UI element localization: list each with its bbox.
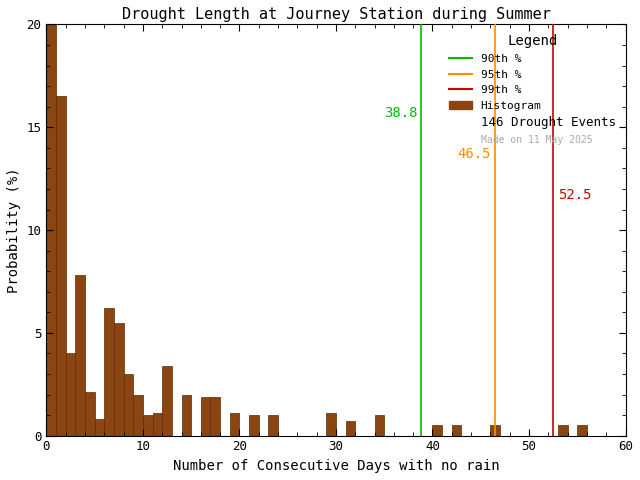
Bar xyxy=(577,425,587,436)
Text: 38.8: 38.8 xyxy=(385,106,418,120)
X-axis label: Number of Consecutive Days with no rain: Number of Consecutive Days with no rain xyxy=(173,459,499,473)
Bar xyxy=(182,395,191,436)
Bar xyxy=(346,421,355,436)
Bar xyxy=(326,413,336,436)
Bar xyxy=(452,425,461,436)
Bar xyxy=(433,425,442,436)
Legend: 90th %, 95th %, 99th %, Histogram, 146 Drought Events, Made on 11 May 2025: 90th %, 95th %, 99th %, Histogram, 146 D… xyxy=(445,30,620,149)
Y-axis label: Probability (%): Probability (%) xyxy=(7,167,21,293)
Bar xyxy=(230,413,239,436)
Bar xyxy=(124,374,133,436)
Bar xyxy=(133,395,143,436)
Bar xyxy=(558,425,568,436)
Bar xyxy=(201,396,211,436)
Bar xyxy=(66,353,76,436)
Bar xyxy=(490,425,500,436)
Bar xyxy=(211,396,220,436)
Bar xyxy=(114,323,124,436)
Bar xyxy=(95,419,104,436)
Text: 52.5: 52.5 xyxy=(558,188,591,202)
Text: 46.5: 46.5 xyxy=(457,147,490,161)
Bar xyxy=(85,393,95,436)
Bar xyxy=(76,276,85,436)
Bar xyxy=(46,24,56,436)
Bar xyxy=(162,366,172,436)
Bar xyxy=(152,413,162,436)
Bar xyxy=(268,415,278,436)
Bar xyxy=(56,96,66,436)
Bar xyxy=(143,415,152,436)
Bar xyxy=(249,415,259,436)
Title: Drought Length at Journey Station during Summer: Drought Length at Journey Station during… xyxy=(122,7,550,22)
Bar xyxy=(374,415,384,436)
Bar xyxy=(104,308,114,436)
